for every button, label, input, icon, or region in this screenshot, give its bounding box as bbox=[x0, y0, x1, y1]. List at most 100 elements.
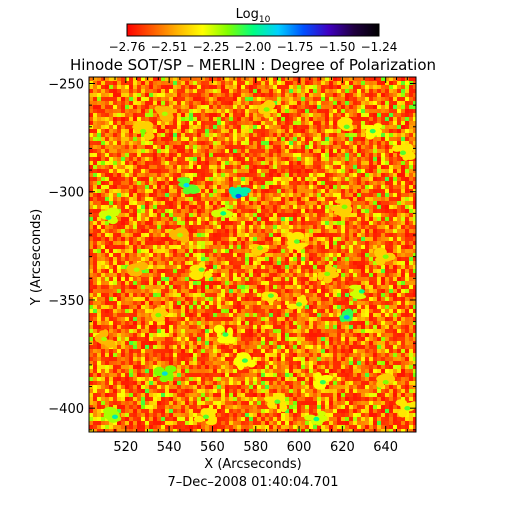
heatmap-cell bbox=[409, 221, 413, 225]
heatmap-cell bbox=[361, 149, 365, 153]
heatmap-cell bbox=[397, 241, 401, 245]
heatmap-cell bbox=[341, 137, 345, 141]
heatmap-cell bbox=[273, 229, 277, 233]
heatmap-cell bbox=[397, 117, 401, 121]
heatmap-cell bbox=[137, 93, 141, 97]
heatmap-cell bbox=[405, 281, 409, 285]
heatmap-cell bbox=[285, 237, 289, 241]
heatmap-cell bbox=[325, 309, 329, 313]
heatmap-cell bbox=[185, 293, 189, 297]
heatmap-cell bbox=[329, 165, 333, 169]
heatmap-cell bbox=[153, 157, 157, 161]
heatmap-cell bbox=[93, 141, 97, 145]
heatmap-cell bbox=[349, 161, 353, 165]
heatmap-cell bbox=[173, 121, 177, 125]
heatmap-cell bbox=[361, 177, 365, 181]
heatmap-cell bbox=[89, 169, 93, 173]
heatmap-cell bbox=[137, 157, 141, 161]
heatmap-cell bbox=[269, 141, 273, 145]
heatmap-cell bbox=[393, 125, 397, 129]
heatmap-cell bbox=[217, 229, 221, 233]
heatmap-cell bbox=[225, 125, 229, 129]
heatmap-cell bbox=[289, 269, 293, 273]
heatmap-cell bbox=[213, 85, 217, 89]
heatmap-cell bbox=[93, 153, 97, 157]
heatmap-cell bbox=[189, 81, 193, 85]
heatmap-cell bbox=[221, 297, 225, 301]
heatmap-cell bbox=[117, 281, 121, 285]
heatmap-cell bbox=[173, 137, 177, 141]
heatmap-cell bbox=[285, 209, 289, 213]
heatmap-cell bbox=[121, 125, 125, 129]
heatmap-cell bbox=[157, 121, 161, 125]
heatmap-cell bbox=[389, 233, 393, 237]
heatmap-cell bbox=[337, 229, 341, 233]
heatmap-cell bbox=[285, 233, 289, 237]
heatmap-cell bbox=[153, 213, 157, 217]
heatmap-cell bbox=[161, 205, 165, 209]
heatmap-cell bbox=[153, 245, 157, 249]
heatmap-cell bbox=[321, 297, 325, 301]
heatmap-cell bbox=[297, 113, 301, 117]
heatmap-cell bbox=[301, 261, 305, 265]
heatmap-cell bbox=[121, 85, 125, 89]
heatmap-cell bbox=[213, 137, 217, 141]
heatmap-cell bbox=[285, 309, 289, 313]
heatmap-cell bbox=[397, 277, 401, 281]
heatmap-cell bbox=[269, 221, 273, 225]
heatmap-cell bbox=[389, 217, 393, 221]
heatmap-cell bbox=[373, 193, 377, 197]
heatmap-cell bbox=[357, 205, 361, 209]
heatmap-cell bbox=[397, 289, 401, 293]
heatmap-cell bbox=[265, 265, 269, 269]
heatmap-cell bbox=[373, 217, 377, 221]
heatmap-cell bbox=[253, 293, 257, 297]
heatmap-cell bbox=[225, 77, 229, 81]
heatmap-cell bbox=[321, 237, 325, 241]
heatmap-cell bbox=[325, 301, 329, 305]
heatmap-cell bbox=[125, 77, 129, 81]
heatmap-cell bbox=[137, 133, 141, 137]
heatmap-cell bbox=[177, 305, 181, 309]
heatmap-cell bbox=[181, 133, 185, 137]
heatmap-cell bbox=[273, 105, 277, 109]
heatmap-cell bbox=[309, 85, 313, 89]
heatmap-cell bbox=[397, 89, 401, 93]
heatmap-cell bbox=[313, 249, 317, 253]
heatmap-cell bbox=[269, 317, 273, 321]
heatmap-cell bbox=[133, 261, 137, 265]
heatmap-cell bbox=[253, 177, 257, 181]
heatmap-cell bbox=[165, 281, 169, 285]
heatmap-cell bbox=[345, 253, 349, 257]
heatmap-cell bbox=[185, 245, 189, 249]
heatmap-cell bbox=[301, 249, 305, 253]
heatmap-cell bbox=[317, 293, 321, 297]
heatmap-cell bbox=[109, 189, 113, 193]
heatmap-cell bbox=[409, 277, 413, 281]
heatmap-cell bbox=[205, 109, 209, 113]
heatmap-cell bbox=[221, 253, 225, 257]
heatmap-cell bbox=[285, 289, 289, 293]
heatmap-cell bbox=[329, 117, 333, 121]
heatmap-cell bbox=[101, 165, 105, 169]
heatmap-cell bbox=[301, 189, 305, 193]
heatmap-cell bbox=[293, 81, 297, 85]
heatmap-cell bbox=[117, 149, 121, 153]
heatmap-cell bbox=[117, 253, 121, 257]
heatmap-cell bbox=[253, 165, 257, 169]
heatmap-cell bbox=[117, 273, 121, 277]
heatmap-cell bbox=[233, 185, 237, 189]
heatmap-cell bbox=[341, 97, 345, 101]
heatmap-cell bbox=[181, 105, 185, 109]
heatmap-cell bbox=[133, 221, 137, 225]
heatmap-cell bbox=[365, 305, 369, 309]
heatmap-cell bbox=[361, 189, 365, 193]
heatmap-cell bbox=[365, 265, 369, 269]
heatmap-cell bbox=[241, 205, 245, 209]
heatmap-cell bbox=[253, 93, 257, 97]
heatmap-cell bbox=[241, 277, 245, 281]
heatmap-cell bbox=[349, 265, 353, 269]
heatmap-cell bbox=[293, 109, 297, 113]
heatmap-cell bbox=[105, 245, 109, 249]
heatmap-cell bbox=[333, 237, 337, 241]
